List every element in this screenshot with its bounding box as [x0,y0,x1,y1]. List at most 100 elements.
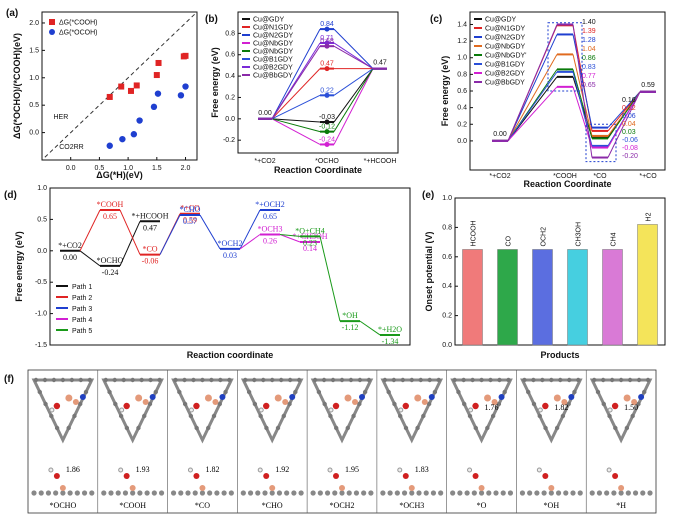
carbon-atom [409,490,415,496]
nitrogen-atom [149,394,156,400]
structure-side-view [31,467,95,496]
carbon-atom [558,377,563,383]
carbon-atom [136,425,141,431]
connector [271,118,321,145]
copper-atom [553,394,561,402]
y-tick-label: -0.2 [223,137,235,144]
structure-label: *OCH2 [330,501,355,510]
legend-label: Cu@BbGDY [485,80,525,87]
hydrogen-atom [327,467,333,473]
legend-label: Path 3 [72,306,92,313]
bar-category-label: CO [506,235,513,246]
carbon-atom [170,490,177,496]
copper-atom [484,394,492,402]
bar-category-label: OCH2 [541,227,548,247]
connector [271,68,321,120]
carbon-atom [630,413,635,419]
carbon-atom [69,377,75,383]
connector [507,24,558,142]
connector [239,234,261,250]
carbon-atom [296,377,302,383]
y-tick-label: 0.2 [457,121,467,128]
value-label: -0.24 [319,136,335,143]
carbon-atom [67,490,73,496]
graphdiyne-ring [31,378,95,444]
carbon-atom [479,377,484,383]
carbon-atom [366,377,372,383]
series-marker [324,66,330,72]
bar [532,249,553,346]
carbon-atom [519,490,526,496]
hydrogen-atom [607,407,613,413]
carbon-atom [112,377,117,383]
carbon-atom [346,490,352,496]
carbon-atom [592,377,597,383]
level-label: *+OCH2 [255,200,284,209]
bond-length-label: 1.82 [554,403,568,412]
panel-a-frame [41,11,198,161]
oxygen-atom [472,402,479,410]
carbon-atom [507,490,514,496]
oxygen-atom [542,473,549,479]
carbon-atom [87,377,92,383]
copper-atom [344,394,352,402]
carbon-atom [361,490,367,496]
level-value: -1.12 [342,323,359,332]
carbon-atom [83,389,89,395]
carbon-atom [330,377,336,383]
carbon-atom [636,401,641,407]
carbon-atom [332,490,338,496]
x-category-label: *+HCOOH [364,158,397,165]
nitrogen-atom [289,394,296,400]
x-axis-title: Reaction Coordinate [523,179,611,189]
carbon-atom [284,490,290,496]
legend-label: Path 2 [72,295,92,302]
carbon-atom [611,490,617,496]
y-tick-label: 1.5 [29,47,39,54]
copper-atom [269,485,276,491]
series-marker [324,129,330,135]
carbon-atom [334,425,339,431]
level-value: 0.00 [63,253,77,262]
carbon-atom [540,377,545,383]
hydrogen-atom [467,467,473,473]
nitrogen-atom [79,394,86,400]
carbon-atom [502,389,507,395]
carbon-atom [576,377,581,383]
copper-atom [491,399,498,405]
carbon-atom [31,490,37,496]
bond-length-label: 1.95 [345,465,359,474]
y-tick-label: 0.0 [29,130,39,137]
carbon-atom [394,490,400,496]
x-category-label: *+CO2 [489,173,510,180]
level-value: 0.14 [303,244,317,253]
hydrogen-atom [119,407,125,413]
y-tick-label: 0.0 [457,138,467,145]
carbon-atom [548,490,554,496]
connector [572,24,593,158]
carbon-atom [357,377,363,383]
legend-label: ΔG(*OCOH) [59,30,98,37]
y-tick-label: 0.2 [442,313,452,320]
carbon-atom [269,490,275,496]
level-value: -0.06 [142,257,159,266]
nitrogen-atom [359,394,365,400]
legend-label: Cu@GDY [485,17,517,24]
scatter-point [106,142,113,149]
co-value-label: 0.06 [622,113,636,120]
carbon-atom [560,413,566,419]
co-value-label: 0.03 [622,129,636,136]
hydrogen-atom [328,407,334,413]
carbon-atom [642,389,647,395]
level-value: 0.65 [263,212,277,221]
connector [199,214,221,250]
legend-marker [49,19,55,25]
carbon-atom [258,413,263,419]
connector [119,209,141,255]
graphdiyne-ring [380,378,444,444]
scatter-point [182,52,189,59]
x-axis-title: Reaction coordinate [187,350,274,360]
carbon-atom [534,490,540,496]
carbon-atom [209,377,214,383]
structure-side-view [450,467,514,496]
